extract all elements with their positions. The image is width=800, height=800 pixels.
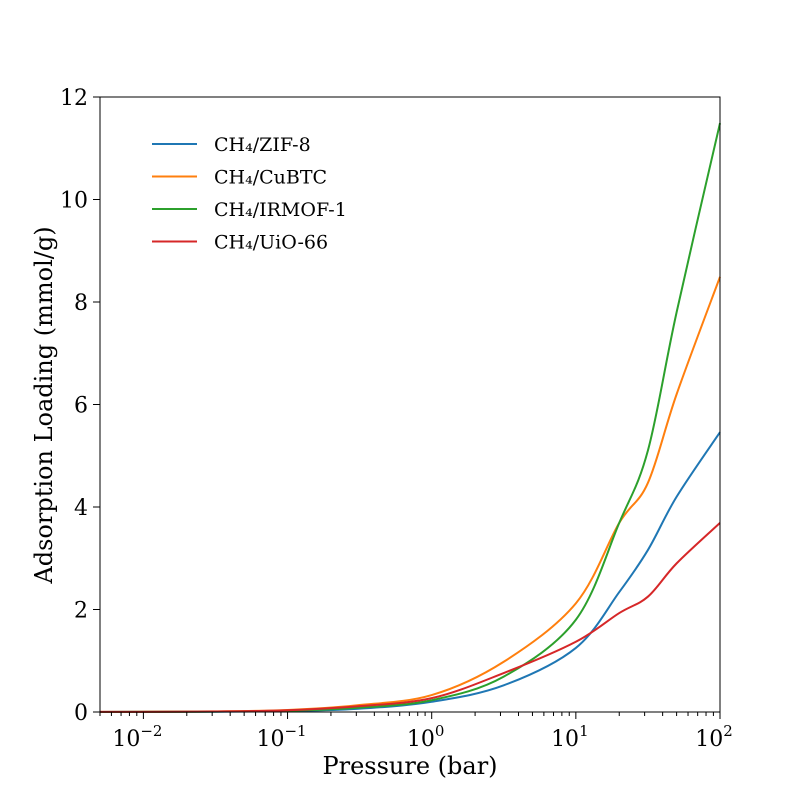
x-tick-label: 102 — [695, 722, 733, 752]
x-tick-base: 10 — [551, 727, 579, 752]
legend-label: CH₄/UiO-66 — [214, 232, 328, 254]
y-tick-label: 8 — [74, 291, 88, 316]
legend-label: CH₄/CuBTC — [214, 167, 327, 189]
y-tick-label: 0 — [74, 701, 88, 726]
x-tick-exponent: 2 — [723, 722, 733, 740]
y-tick-label: 4 — [74, 496, 88, 521]
x-tick-exponent: −2 — [140, 722, 162, 740]
x-tick-base: 10 — [407, 727, 435, 752]
x-tick-label: 10−2 — [112, 722, 162, 752]
x-axis-label: Pressure (bar) — [322, 752, 497, 780]
x-tick-base: 10 — [695, 727, 723, 752]
y-axis-label: Adsorption Loading (mmol/g) — [30, 226, 58, 584]
legend-item: CH₄/ZIF-8 — [152, 134, 311, 156]
x-tick-exponent: −1 — [284, 722, 306, 740]
legend-label: CH₄/ZIF-8 — [214, 134, 311, 156]
series-line-3 — [99, 522, 721, 713]
legend-item: CH₄/CuBTC — [152, 167, 327, 189]
x-tick-exponent: 0 — [435, 722, 445, 740]
y-tick-label: 10 — [60, 189, 88, 214]
series-line-0 — [99, 431, 721, 713]
y-tick-label: 2 — [74, 599, 88, 624]
legend: CH₄/ZIF-8 CH₄/CuBTC CH₄/IRMOF-1 CH₄/UiO-66 — [152, 134, 347, 254]
x-tick-base: 10 — [112, 727, 140, 752]
plot-frame — [99, 96, 721, 713]
legend-item: CH₄/UiO-66 — [152, 232, 328, 254]
legend-label: CH₄/IRMOF-1 — [214, 199, 347, 221]
x-tick-label: 101 — [551, 722, 589, 752]
x-tick-exponent: 1 — [579, 722, 589, 740]
legend-item: CH₄/IRMOF-1 — [152, 199, 347, 221]
x-tick-base: 10 — [256, 727, 284, 752]
y-axis: 0 2 4 6 8 10 12 — [60, 86, 100, 726]
x-tick-label: 10−1 — [256, 722, 306, 752]
series-lines — [99, 122, 721, 713]
series-line-2 — [99, 122, 721, 713]
series-line-1 — [99, 276, 721, 713]
y-tick-label: 6 — [74, 394, 88, 419]
y-tick-label: 12 — [60, 86, 88, 111]
x-tick-label: 100 — [407, 722, 445, 752]
x-axis: 10−2 10−1 100 101 102 — [99, 712, 733, 752]
